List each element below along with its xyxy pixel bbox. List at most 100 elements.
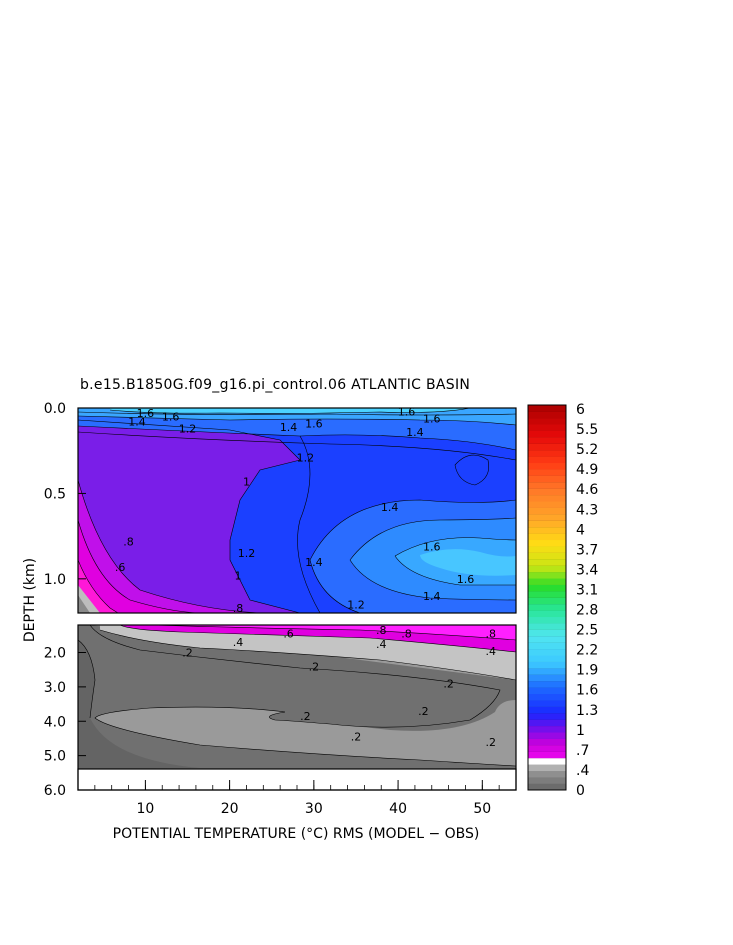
contour-label: .2 [351, 731, 362, 744]
contour-label: .8 [233, 602, 244, 615]
x-axis-label: POTENTIAL TEMPERATURE (°C) RMS (MODEL − … [113, 826, 480, 842]
upper-panel: 1.61.4 1.61.2 1.4 1.61.61.61.41.211.41.61.6… [78, 408, 516, 615]
colorbar-swatch [528, 738, 566, 746]
colorbar-swatch [528, 629, 566, 637]
colorbar-swatch [528, 668, 566, 675]
colorbar-label: .7 [576, 743, 589, 759]
colorbar-swatch [528, 449, 566, 457]
colorbar-swatch [528, 725, 566, 733]
contour-label: .8 [485, 628, 496, 641]
colorbar-swatch [528, 706, 566, 714]
colorbar-swatch [528, 623, 566, 630]
colorbar-swatch [528, 783, 566, 791]
contour-label: .8 [376, 624, 387, 637]
colorbar-label: .4 [576, 763, 589, 779]
colorbar-swatch [528, 507, 566, 515]
contour-label: .2 [309, 660, 320, 673]
colorbar-swatch [528, 693, 566, 701]
y-tick-label: 0.0 [44, 401, 66, 417]
contour-label: .8 [123, 535, 134, 548]
colorbar-label: 4.9 [576, 462, 598, 478]
colorbar-swatch [528, 571, 566, 579]
colorbar-label: 3.1 [576, 582, 598, 598]
colorbar-swatch [528, 719, 566, 727]
contour-label: 1.2 [238, 547, 256, 560]
contour-label: 1.4 [406, 426, 424, 439]
colorbar-swatch [528, 539, 566, 547]
y-tick-label: 4.0 [44, 714, 66, 730]
colorbar-swatch [528, 533, 566, 541]
y-tick-label: 3.0 [44, 680, 66, 696]
colorbar-swatch [528, 713, 566, 720]
colorbar-swatch [528, 674, 566, 682]
contour-label: 1.2 [297, 452, 315, 465]
colorbar-swatch [528, 520, 566, 528]
contour-label: 1.4 [280, 421, 298, 434]
colorbar-swatch [528, 565, 566, 573]
contour-label: 1.2 [179, 423, 197, 436]
y-tick-label: 2.0 [44, 646, 66, 662]
contour-label: 1.4 [381, 501, 399, 514]
contour-label: 1.6 [423, 540, 441, 553]
y-axis-label: DEPTH (km) [22, 558, 38, 642]
colorbar-swatch [528, 469, 566, 476]
contour-label: 1.6 [162, 411, 180, 424]
colorbar-swatch [528, 417, 566, 425]
colorbar-label: 6 [576, 402, 585, 418]
colorbar-swatch [528, 770, 566, 778]
contour-label: .4 [485, 645, 496, 658]
x-tick-label: 30 [305, 801, 323, 817]
colorbar-swatch [528, 501, 566, 508]
contour-label: 1 [235, 569, 242, 582]
colorbar-swatch [528, 616, 566, 624]
colorbar-swatch [528, 745, 566, 752]
colorbar-swatch [528, 456, 566, 464]
colorbar-swatch [528, 603, 566, 611]
colorbar-label: 2.2 [576, 643, 598, 659]
colorbar-swatch [528, 687, 566, 695]
contour-label: .6 [115, 561, 126, 574]
colorbar-swatch [528, 764, 566, 772]
colorbar-swatch [528, 482, 566, 489]
colorbar-swatch [528, 424, 566, 431]
x-tick-label: 10 [136, 801, 154, 817]
colorbar-swatch [528, 405, 566, 412]
colorbar-swatch [528, 411, 566, 419]
y-tick-label: 5.0 [44, 749, 66, 765]
colorbar-label: 1 [576, 723, 585, 739]
colorbar-swatch [528, 642, 566, 650]
colorbar-swatch [528, 475, 566, 483]
colorbar-swatch [528, 437, 566, 444]
colorbar-swatch [528, 552, 566, 560]
x-tick-label: 20 [221, 801, 239, 817]
y-tick-label: 1.0 [44, 572, 66, 588]
upper-panel-frame [77, 407, 517, 614]
contour-label: .4 [376, 638, 387, 651]
contour-label: 1.6 [305, 417, 323, 430]
colorbar-swatch [528, 443, 566, 451]
colorbar-label: 5.5 [576, 422, 598, 438]
contour-label: .2 [485, 736, 496, 749]
colorbar-swatch [528, 732, 566, 739]
x-tick-label: 40 [389, 801, 407, 817]
contour-label: .2 [300, 710, 311, 723]
contour-label: .2 [182, 647, 193, 660]
colorbar-swatch [528, 462, 566, 470]
colorbar-label: 1.3 [576, 703, 598, 719]
lower-panel: .6.4.2.8.8.4.8.4.2.2.2.2.2.2 [78, 624, 516, 769]
colorbar-swatch [528, 578, 566, 585]
colorbar-frame [527, 404, 567, 791]
y-tick-label: 6.0 [44, 783, 66, 799]
colorbar-swatch [528, 584, 566, 592]
contour-label: .6 [283, 628, 294, 641]
y-axis-lower: 2.0 3.0 4.0 5.0 6.0 [44, 646, 86, 799]
colorbar-swatch [528, 430, 566, 438]
contour-label: .4 [233, 636, 244, 649]
colorbar-label: 2.5 [576, 623, 598, 639]
colorbar-swatch [528, 514, 566, 521]
contour-label: 1.6 [423, 412, 441, 425]
colorbar-swatch [528, 559, 566, 566]
colorbar-swatch [528, 655, 566, 662]
contour-label: .2 [418, 705, 429, 718]
